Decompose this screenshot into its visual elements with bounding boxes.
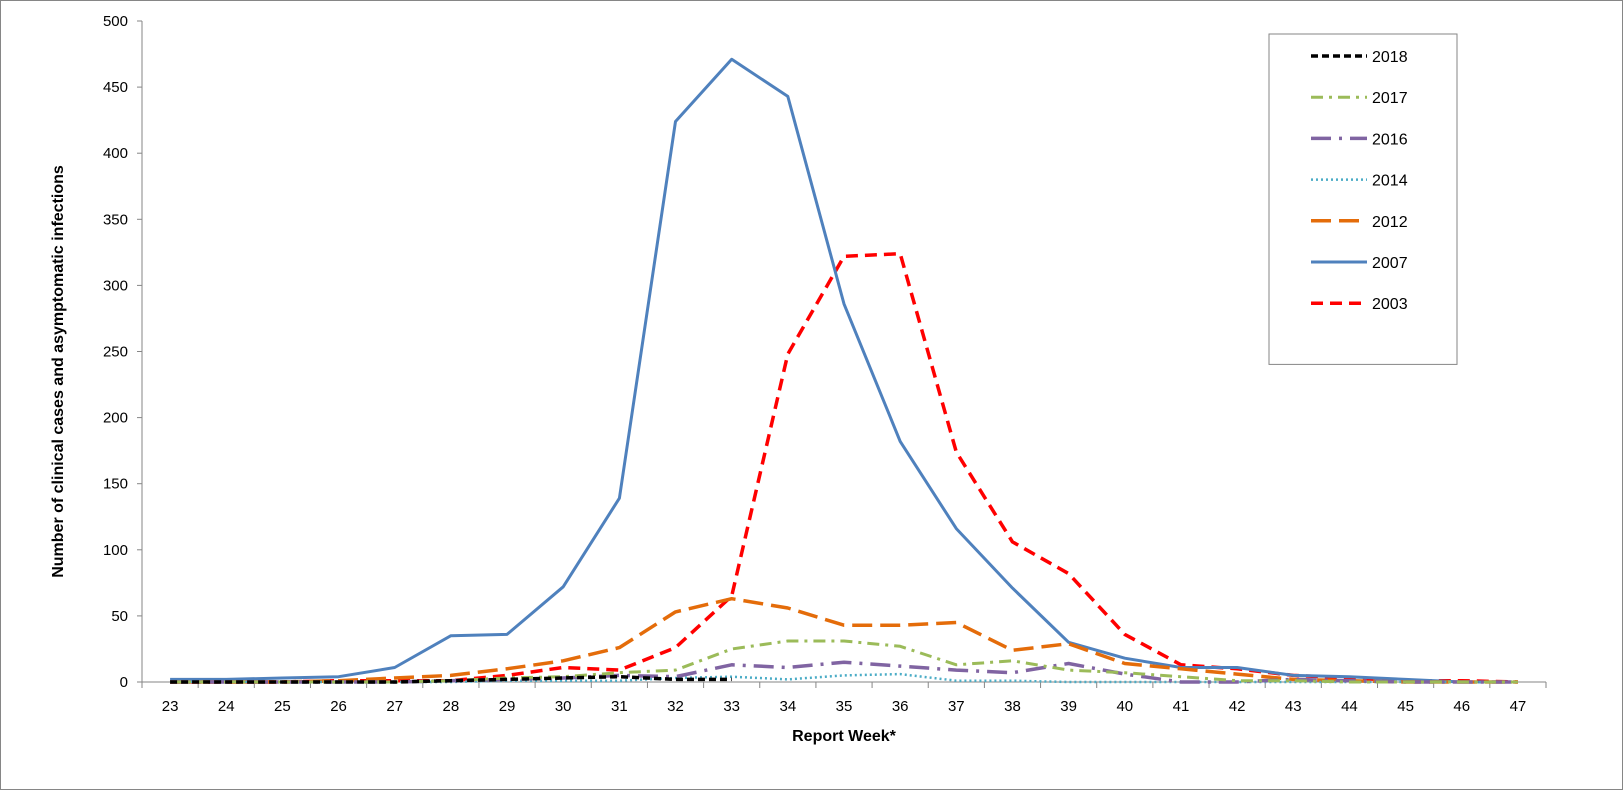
x-tick-label: 30 [555,698,572,715]
x-tick-label: 27 [386,698,403,715]
x-tick-label: 29 [499,698,516,715]
series-lines [170,57,1518,684]
x-tick-label: 42 [1229,698,1246,715]
x-tick-label: 33 [723,698,740,715]
x-tick-label: 34 [779,698,796,715]
x-tick-label: 37 [948,698,965,715]
y-tick-label: 500 [103,13,128,30]
x-tick-label: 47 [1510,698,1527,715]
x-tick-label: 36 [892,698,909,715]
y-tick-label: 150 [103,476,128,493]
x-tick-label: 28 [443,698,460,715]
x-tick-label: 24 [218,698,235,715]
x-tick-label: 43 [1285,698,1302,715]
legend-label-2016: 2016 [1372,131,1408,148]
y-tick-label: 0 [120,674,128,691]
x-axis-ticks: 23 24 25 26 27 28 29 30 31 32 33 34 35 36 37 38 39 40 41 42… [141,682,1547,715]
legend-label-2018: 2018 [1372,49,1408,66]
legend-label-2017: 2017 [1372,90,1408,107]
y-tick-label: 300 [103,277,128,294]
x-tick-label: 32 [667,698,684,715]
y-tick-label: 350 [103,211,128,228]
legend-label-2012: 2012 [1372,214,1408,231]
series-line-2007 [170,57,1518,684]
y-tick-label: 450 [103,79,128,96]
series-line-2012 [170,596,1518,684]
x-tick-label: 40 [1116,698,1133,715]
x-tick-label: 44 [1341,698,1358,715]
y-axis-ticks: 0 50 100 150 200 250 300 350 400 450 500 [103,13,142,691]
y-tick-label: 250 [103,344,128,361]
x-tick-label: 23 [162,698,179,715]
y-tick-label: 50 [111,608,128,625]
x-tick-label: 25 [274,698,291,715]
legend-box [1268,33,1458,365]
x-tick-label: 35 [836,698,853,715]
x-tick-label: 38 [1004,698,1021,715]
legend: 2018 2017 2016 2014 2012 2007 2003 [1268,33,1458,365]
legend-label-2007: 2007 [1372,255,1408,272]
x-tick-label: 31 [611,698,628,715]
y-axis-title: Number of clinical cases and asymptomati… [50,165,67,578]
legend-label-2014: 2014 [1372,173,1408,190]
legend-label-2003: 2003 [1372,296,1408,313]
y-tick-label: 400 [103,145,128,162]
series-line-2018 [170,674,732,684]
x-axis-title: Report Week* [792,728,897,745]
y-tick-label: 200 [103,410,128,427]
x-tick-label: 26 [330,698,347,715]
x-tick-label: 46 [1453,698,1470,715]
y-tick-label: 100 [103,542,128,559]
x-tick-label: 41 [1173,698,1190,715]
x-tick-label: 39 [1060,698,1077,715]
x-tick-label: 45 [1397,698,1414,715]
